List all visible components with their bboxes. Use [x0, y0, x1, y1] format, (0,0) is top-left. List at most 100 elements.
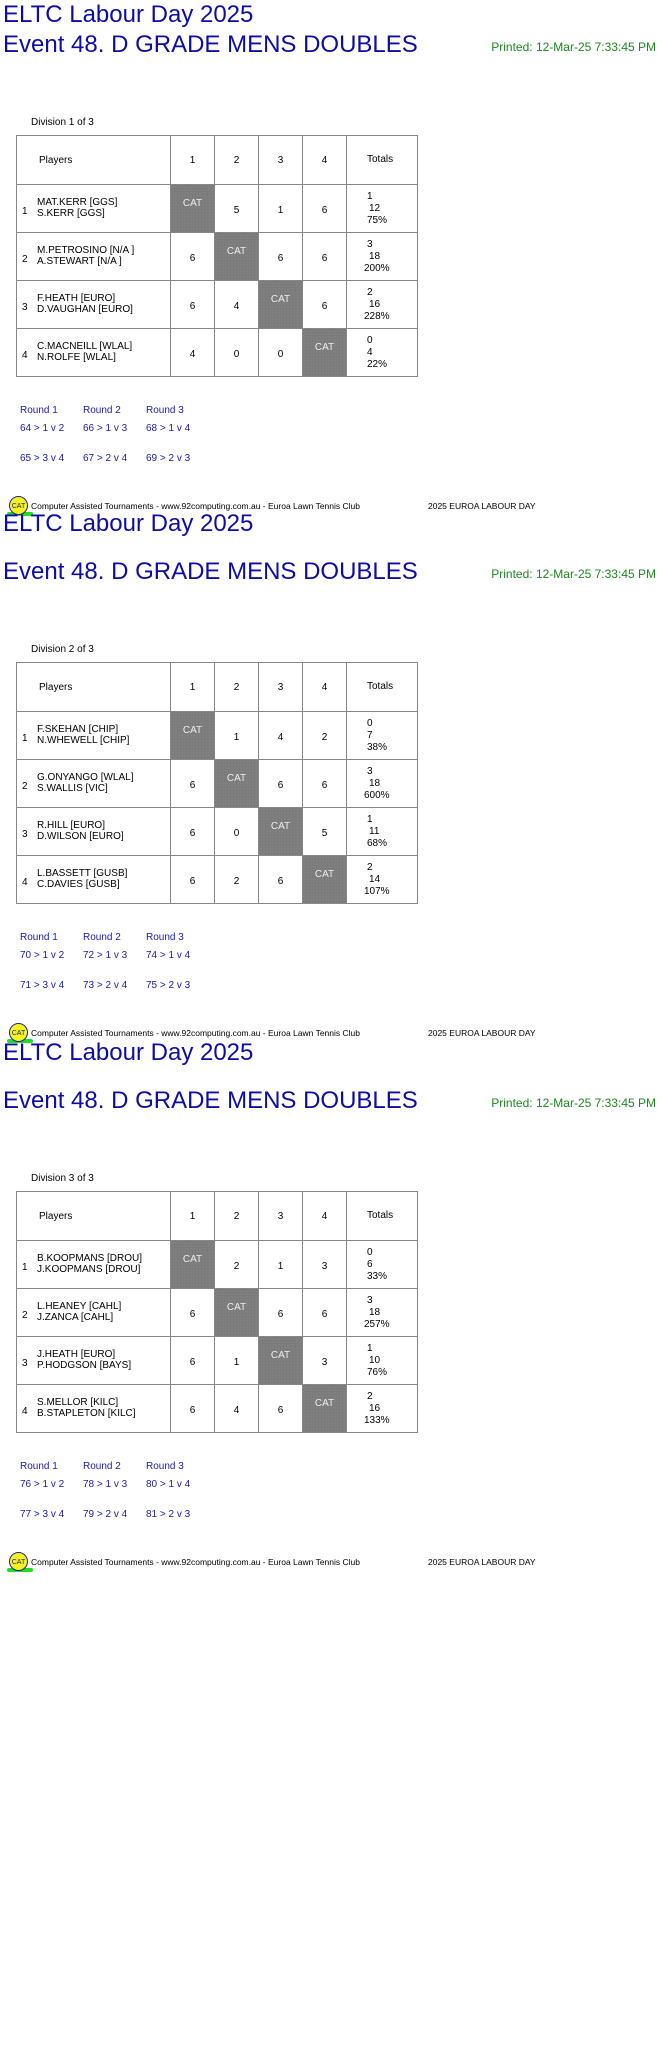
- player-name: A.STEWART [N/A ]: [37, 256, 122, 267]
- match-link[interactable]: 69 > 2 v 3: [146, 453, 191, 464]
- match-link[interactable]: 81 > 2 v 3: [146, 1509, 191, 1520]
- percentage: 76%: [367, 1366, 388, 1378]
- games: 16: [369, 1402, 381, 1414]
- games: 14: [369, 873, 381, 885]
- player-name: S.WALLIS [VIC]: [37, 783, 108, 794]
- percentage: 22%: [367, 358, 388, 370]
- match-link[interactable]: 71 > 3 v 4: [20, 980, 65, 991]
- players-cell: 3 J.HEATH [EURO] P.HODGSON [BAYS]: [16, 1336, 171, 1385]
- player-number: 1: [22, 1262, 28, 1273]
- score-cell: 5: [214, 184, 259, 233]
- table-row: 4 C.MACNEILL [WLAL] N.ROLFE [WLAL] 4 0 0 CAT…: [16, 328, 418, 377]
- column-header: 4: [302, 135, 347, 185]
- player-number: 1: [22, 206, 28, 217]
- table-row: 4 L.BASSETT [GUSB] C.DAVIES [GUSB] 6 2 6 CAT…: [16, 855, 418, 904]
- score-cell: 6: [302, 232, 347, 281]
- score-cell: 2: [302, 711, 347, 760]
- match-link[interactable]: 73 > 2 v 4: [83, 980, 128, 991]
- match-link[interactable]: 65 > 3 v 4: [20, 453, 65, 464]
- wins: 1: [367, 190, 373, 202]
- footer-event: 2025 EUROA LABOUR DAY: [428, 1557, 536, 1567]
- match-link[interactable]: 75 > 2 v 3: [146, 980, 191, 991]
- bye-cell: CAT: [214, 1288, 259, 1337]
- bye-cell: CAT: [258, 280, 303, 329]
- player-number: 2: [22, 1310, 28, 1321]
- score-cell: 1: [258, 1240, 303, 1289]
- percentage: 200%: [364, 262, 390, 274]
- players-cell: 1 B.KOOPMANS [DROU] J.KOOPMANS [DROU]: [16, 1240, 171, 1289]
- match-link[interactable]: 74 > 1 v 4: [146, 950, 191, 961]
- player-name: B.STAPLETON [KILC]: [37, 1408, 136, 1419]
- match-link[interactable]: 70 > 1 v 2: [20, 950, 65, 961]
- score-cell: 6: [170, 855, 215, 904]
- match-link[interactable]: 78 > 1 v 3: [83, 1479, 128, 1490]
- table-row: 3 J.HEATH [EURO] P.HODGSON [BAYS] 6 1 CAT 3 …: [16, 1336, 418, 1385]
- table-row: 2 M.PETROSINO [N/A ] A.STEWART [N/A ] 6 CA…: [16, 232, 418, 281]
- match-link[interactable]: 67 > 2 v 4: [83, 453, 128, 464]
- percentage: 38%: [367, 741, 388, 753]
- player-name: J.KOOPMANS [DROU]: [37, 1264, 141, 1275]
- wins: 3: [367, 765, 373, 777]
- player-number: 1: [22, 733, 28, 744]
- score-cell: 6: [258, 1288, 303, 1337]
- score-cell: 6: [170, 807, 215, 856]
- printed-timestamp: Printed: 12-Mar-25 7:33:45 PM: [491, 1096, 656, 1110]
- event-title: Event 48. D GRADE MENS DOUBLES: [3, 31, 418, 58]
- players-cell: 4 L.BASSETT [GUSB] C.DAVIES [GUSB]: [16, 855, 171, 904]
- round-label: Round 3: [146, 932, 184, 943]
- player-number: 3: [22, 1358, 28, 1369]
- match-link[interactable]: 72 > 1 v 3: [83, 950, 128, 961]
- totals-header: Totals: [346, 662, 418, 712]
- wins: 2: [367, 286, 373, 298]
- event-title: Event 48. D GRADE MENS DOUBLES: [3, 558, 418, 585]
- score-cell: 0: [214, 807, 259, 856]
- score-cell: 6: [170, 1288, 215, 1337]
- totals-cell: 2 16 228%: [346, 280, 418, 329]
- percentage: 600%: [364, 789, 390, 801]
- games: 4: [367, 346, 373, 358]
- match-link[interactable]: 64 > 1 v 2: [20, 423, 65, 434]
- player-number: 4: [22, 350, 28, 361]
- score-cell: 0: [214, 328, 259, 377]
- column-header: 3: [258, 662, 303, 712]
- score-cell: 6: [170, 1336, 215, 1385]
- score-cell: 6: [170, 232, 215, 281]
- column-header: 2: [214, 135, 259, 185]
- match-link[interactable]: 76 > 1 v 2: [20, 1479, 65, 1490]
- division-label: Division 2 of 3: [31, 644, 94, 655]
- column-header: 3: [258, 1191, 303, 1241]
- player-name: N.ROLFE [WLAL]: [37, 352, 116, 363]
- players-cell: 2 M.PETROSINO [N/A ] A.STEWART [N/A ]: [16, 232, 171, 281]
- totals-cell: 1 11 68%: [346, 807, 418, 856]
- match-link[interactable]: 79 > 2 v 4: [83, 1509, 128, 1520]
- score-cell: 4: [258, 711, 303, 760]
- games: 18: [369, 777, 381, 789]
- wins: 1: [367, 1342, 373, 1354]
- division-label: Division 1 of 3: [31, 117, 94, 128]
- column-header: 1: [170, 1191, 215, 1241]
- tournament-title: ELTC Labour Day 2025: [3, 510, 254, 537]
- player-name: P.HODGSON [BAYS]: [37, 1360, 132, 1371]
- cat-logo-icon: CAT: [9, 496, 28, 515]
- match-link[interactable]: 66 > 1 v 3: [83, 423, 128, 434]
- score-cell: 6: [258, 759, 303, 808]
- games: 11: [369, 825, 380, 837]
- wins: 0: [367, 334, 373, 346]
- match-link[interactable]: 68 > 1 v 4: [146, 423, 191, 434]
- percentage: 107%: [364, 885, 390, 897]
- column-header: 4: [302, 1191, 347, 1241]
- player-name: F.HEATH [EURO]: [37, 293, 116, 304]
- match-link[interactable]: 77 > 3 v 4: [20, 1509, 65, 1520]
- players-cell: 2 L.HEANEY [CAHL] J.ZANCA [CAHL]: [16, 1288, 171, 1337]
- players-cell: 1 F.SKEHAN [CHIP] N.WHEWELL [CHIP]: [16, 711, 171, 760]
- games: 18: [369, 250, 381, 262]
- player-name: S.KERR [GGS]: [37, 208, 105, 219]
- cat-logo-icon: CAT: [9, 1023, 28, 1042]
- bye-cell: CAT: [302, 855, 347, 904]
- bye-cell: CAT: [170, 711, 215, 760]
- match-link[interactable]: 80 > 1 v 4: [146, 1479, 191, 1490]
- score-cell: 6: [258, 855, 303, 904]
- players-cell: 2 G.ONYANGO [WLAL] S.WALLIS [VIC]: [16, 759, 171, 808]
